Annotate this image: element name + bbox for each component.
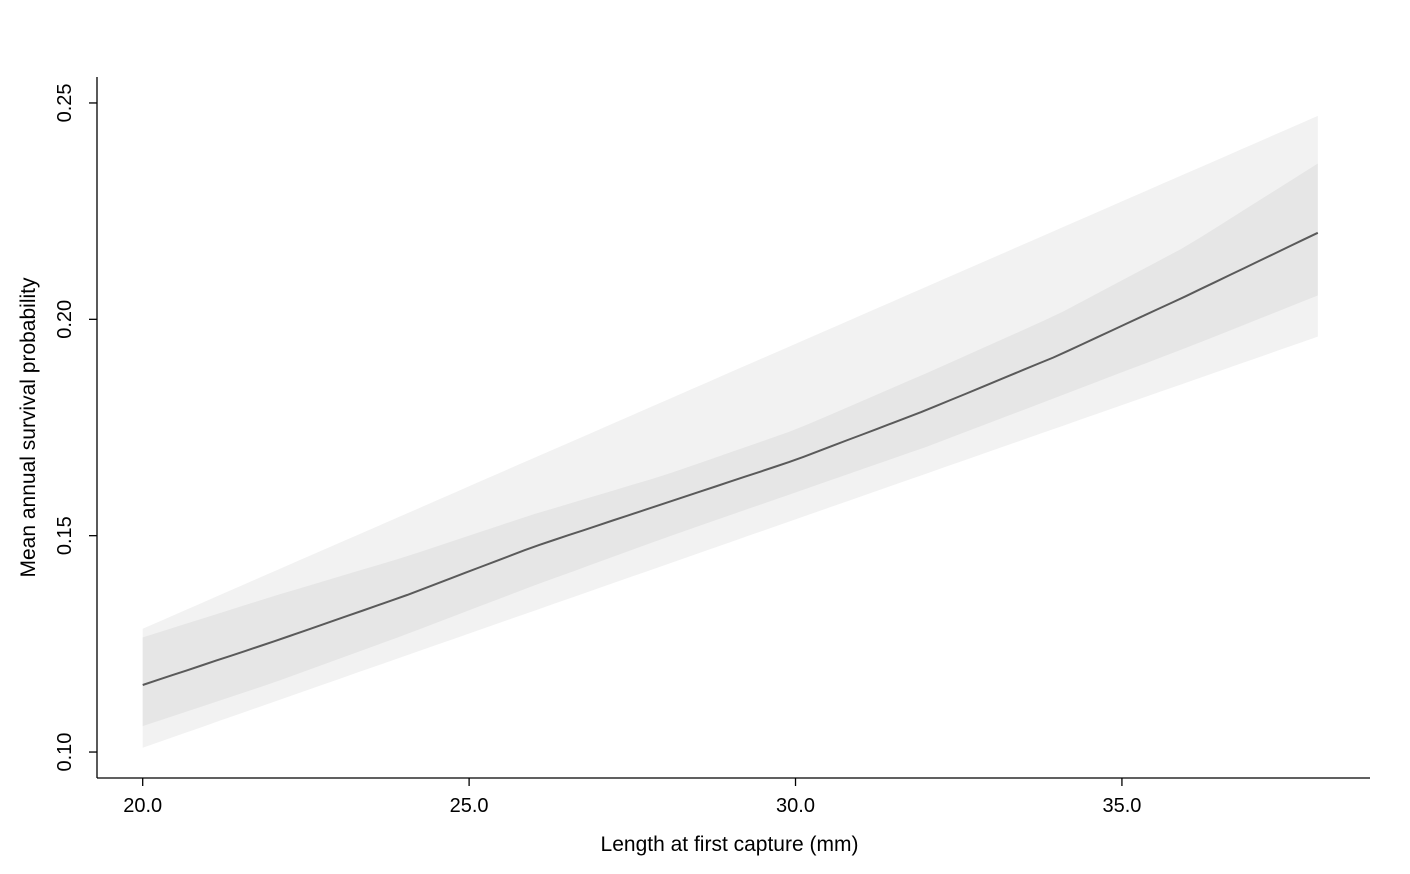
x-tick-label: 20.0	[123, 795, 162, 817]
x-tick-label: 30.0	[776, 795, 815, 817]
mean-survival-line	[142, 231, 1319, 686]
y-axis-title: Mean annual survival probability	[17, 277, 40, 577]
x-tick-label: 25.0	[450, 795, 489, 817]
y-tick-label: 0.15	[54, 516, 76, 555]
x-axis-title: Length at first capture (mm)	[601, 833, 859, 856]
y-tick-label: 0.25	[54, 83, 76, 122]
ticks: 20.0 25.0 30.0 35.0 0.10 0.15 0.20 0.25	[54, 83, 1141, 817]
axes	[96, 77, 1370, 779]
mean-line-layer	[142, 231, 1319, 686]
uncertainty-band	[142, 163, 1318, 727]
uncertainty-band-layer	[142, 115, 1318, 748]
y-tick-label: 0.10	[54, 733, 76, 772]
x-tick-label: 35.0	[1102, 795, 1141, 817]
y-tick-label: 0.20	[54, 300, 76, 339]
